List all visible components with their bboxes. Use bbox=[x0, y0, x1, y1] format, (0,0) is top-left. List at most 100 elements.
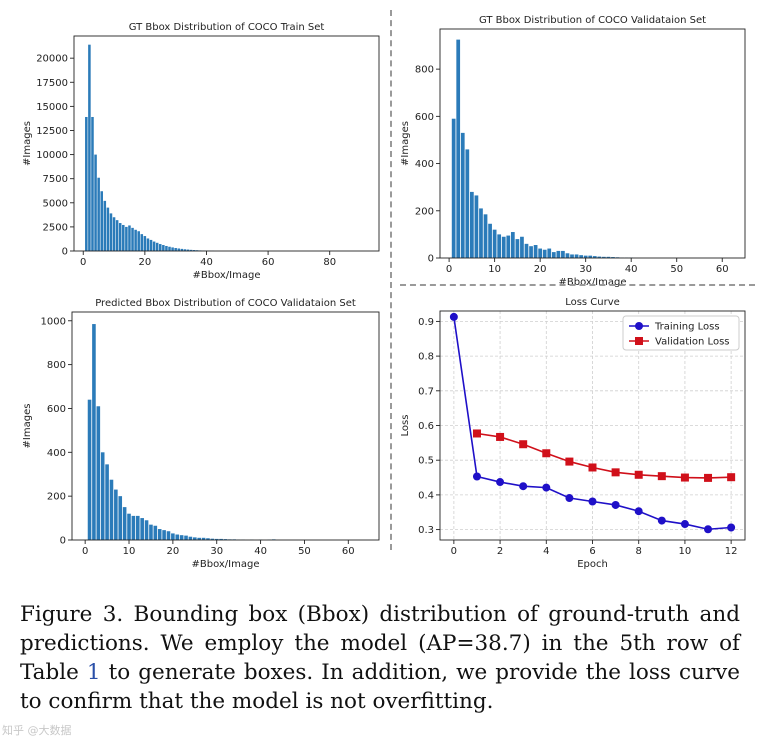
chart-4-series-2-point bbox=[704, 473, 713, 482]
chart-1-bar bbox=[180, 248, 184, 251]
chart-1-bar bbox=[125, 226, 128, 251]
chart-4-series-1-point bbox=[496, 478, 505, 487]
chart-2-frame bbox=[439, 28, 746, 259]
chart-1-bar bbox=[134, 229, 137, 251]
chart-2-bar bbox=[579, 255, 583, 258]
chart-4-series-2-point bbox=[496, 432, 505, 441]
chart-4-series-2-line bbox=[476, 432, 732, 479]
chart-4-series-1-point bbox=[449, 312, 458, 321]
figure-caption: Figure 3. Bounding box (Bbox) distributi… bbox=[20, 600, 740, 716]
chart-3-bar bbox=[166, 531, 171, 540]
chart-1-bar bbox=[140, 234, 144, 251]
chart-2-x-tick-label: 40 bbox=[625, 264, 638, 275]
chart-4-legend-label: Validation Loss bbox=[655, 337, 730, 348]
chart-4-x-tick-label: 0 bbox=[451, 546, 457, 557]
chart-3-bar bbox=[135, 515, 140, 540]
chart-2-bar bbox=[597, 256, 602, 258]
chart-2-y-tick-label: 400 bbox=[415, 159, 434, 170]
chart-4-x-axis-label: Epoch bbox=[577, 559, 608, 570]
chart-2-y-axis-label: #Images bbox=[400, 121, 411, 166]
chart-2-bar bbox=[533, 245, 538, 258]
chart-1-bar bbox=[88, 44, 91, 252]
chart-4-series-2-point bbox=[634, 470, 643, 479]
chart-2-bar bbox=[592, 256, 597, 258]
chart-4-series-1-point bbox=[657, 516, 666, 525]
chart-1-y-tick-label: 5000 bbox=[43, 198, 68, 209]
chart-4-x-tick-label: 2 bbox=[497, 546, 503, 557]
chart-4-x-tick-label: 8 bbox=[636, 546, 642, 557]
chart-2-bar bbox=[460, 132, 465, 258]
chart-3-x-axis-label: #Bbox/Image bbox=[191, 559, 259, 570]
horizontal-divider bbox=[400, 284, 755, 286]
chart-4-y-tick-label: 0.3 bbox=[418, 525, 434, 536]
chart-2-bar bbox=[588, 255, 593, 258]
chart-4-series-1-point bbox=[680, 520, 689, 529]
chart-2-bar bbox=[570, 254, 574, 258]
chart-4-series-2-point bbox=[611, 468, 620, 477]
chart-1-bar bbox=[115, 220, 119, 251]
chart-3-bar bbox=[219, 538, 223, 540]
chart-4-series-1-point bbox=[634, 507, 643, 516]
chart-1-y-tick-label: 17500 bbox=[36, 78, 68, 89]
chart-3-x-tick-label: 10 bbox=[123, 546, 136, 557]
chart-3-title: Predicted Bbox Distribution of COCO Vali… bbox=[95, 298, 356, 309]
chart-2-bar bbox=[542, 249, 547, 258]
chart-3-x-tick-label: 60 bbox=[342, 546, 355, 557]
chart-1-x-tick-label: 80 bbox=[323, 257, 336, 268]
chart-2-x-axis-label: #Bbox/Image bbox=[558, 277, 626, 288]
chart-3-bar bbox=[175, 534, 180, 540]
table-reference-link[interactable]: 1 bbox=[86, 660, 101, 685]
chart-2-bar bbox=[497, 234, 502, 258]
chart-1-bar bbox=[100, 191, 103, 251]
chart-1-bar bbox=[94, 154, 97, 251]
chart-3-y-tick-label: 1000 bbox=[41, 316, 66, 327]
chart-3-x-tick-label: 0 bbox=[82, 546, 88, 557]
chart-2-x-tick-label: 50 bbox=[670, 264, 683, 275]
chart-3-bar bbox=[201, 537, 206, 540]
watermark: 知乎 @大数据 bbox=[2, 724, 72, 737]
chart-3-frame bbox=[71, 311, 380, 541]
chart-1-bar bbox=[85, 116, 88, 252]
chart-1-bar bbox=[189, 249, 193, 251]
chart-3-bar bbox=[157, 529, 162, 540]
chart-1-y-tick-label: 15000 bbox=[36, 102, 68, 113]
chart-4-y-tick-label: 0.4 bbox=[418, 490, 434, 501]
chart-1-x-tick-label: 0 bbox=[80, 257, 86, 268]
chart-3-x-tick-label: 20 bbox=[167, 546, 180, 557]
chart-4-y-tick-label: 0.9 bbox=[418, 317, 434, 328]
chart-3-y-tick-label: 200 bbox=[47, 492, 66, 503]
chart-4-x-tick-label: 6 bbox=[589, 546, 595, 557]
chart-2-bar bbox=[529, 246, 533, 258]
chart-1-bar bbox=[146, 238, 150, 251]
chart-2-bar bbox=[524, 243, 529, 258]
chart-3-bar bbox=[105, 464, 109, 540]
chart-1-y-tick-label: 10000 bbox=[36, 150, 68, 161]
chart-1-bar bbox=[91, 116, 94, 252]
chart-1-bar bbox=[177, 248, 181, 251]
chart-2-y-tick-label: 800 bbox=[415, 65, 434, 76]
chart-1-bar bbox=[186, 249, 190, 251]
chart-1-y-axis-label: #Images bbox=[22, 121, 33, 166]
chart-2-bar bbox=[556, 250, 561, 258]
chart-2-bar bbox=[474, 195, 479, 258]
chart-1-bar bbox=[168, 246, 171, 251]
chart-2-bar bbox=[574, 254, 579, 258]
chart-1-bar bbox=[149, 239, 153, 251]
chart-4-x-tick-label: 4 bbox=[543, 546, 549, 557]
chart-2-x-tick-label: 60 bbox=[716, 264, 729, 275]
chart-3-bar bbox=[171, 533, 175, 540]
chart-3-bar bbox=[210, 538, 215, 540]
chart-2-bar bbox=[538, 248, 543, 258]
chart-2-bar bbox=[501, 236, 506, 258]
chart-1-title: GT Bbox Distribution of COCO Train Set bbox=[129, 22, 325, 33]
chart-2-bar bbox=[479, 208, 483, 258]
chart-1-bar bbox=[112, 217, 116, 251]
chart-4-series-1-point bbox=[519, 482, 528, 491]
chart-3-bar bbox=[127, 513, 131, 540]
chart-2-y-tick-label: 600 bbox=[415, 112, 434, 123]
chart-1-y-tick-label: 0 bbox=[62, 247, 68, 258]
chart-2-bar bbox=[520, 236, 524, 258]
chart-4-y-tick-label: 0.8 bbox=[418, 352, 434, 363]
chart-2-bar bbox=[602, 256, 606, 258]
chart-1-x-tick-label: 20 bbox=[138, 257, 151, 268]
